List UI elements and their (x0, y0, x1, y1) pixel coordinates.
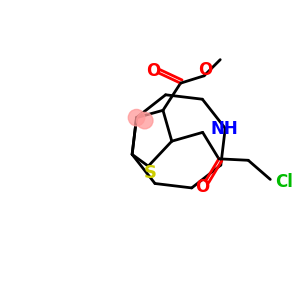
Text: NH: NH (211, 120, 238, 138)
Circle shape (136, 112, 153, 129)
Text: O: O (196, 178, 210, 196)
Text: Cl: Cl (276, 173, 293, 191)
Text: S: S (143, 164, 156, 181)
Text: O: O (198, 61, 213, 79)
Circle shape (128, 110, 145, 126)
Text: O: O (146, 62, 160, 80)
